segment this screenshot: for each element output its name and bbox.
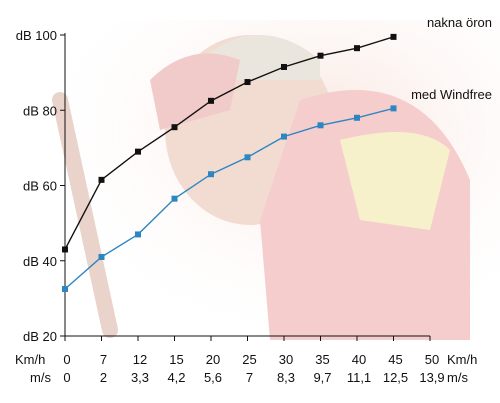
y-tick-label: dB 40 [23, 254, 57, 269]
x-tick-label-ms: 12,5 [383, 370, 408, 385]
data-point [135, 148, 141, 155]
y-tick-label: dB 100 [16, 28, 57, 43]
legend-label-nakna-oron: nakna öron [427, 15, 492, 30]
data-point [208, 171, 214, 178]
data-point [390, 33, 397, 40]
x-unit-label-ms-left: m/s [30, 370, 51, 385]
x-tick-label-ms: 7 [246, 370, 253, 385]
series-line-1 [64, 107, 394, 290]
x-tick-label-ms: 13,9 [419, 370, 444, 385]
x-tick-label-kmh: 45 [388, 352, 402, 367]
x-tick-label-ms: 4,2 [167, 370, 185, 385]
data-point [281, 63, 287, 70]
data-point [317, 52, 324, 59]
y-tick-label: dB 80 [23, 103, 57, 118]
data-point [244, 79, 251, 86]
data-point [98, 253, 105, 260]
x-tick-label-ms: 3,3 [131, 370, 149, 385]
x-unit-label-kmh-right: Km/h [447, 352, 477, 367]
y-tick-label: dB 60 [23, 179, 57, 194]
data-point [208, 97, 214, 104]
data-point [98, 176, 105, 183]
y-tick-label: dB 20 [23, 329, 57, 344]
x-tick-label-ms: 8,3 [277, 370, 295, 385]
data-point [171, 124, 178, 131]
x-tick-label-ms: 5,6 [204, 370, 222, 385]
series-line-0 [64, 36, 394, 250]
x-tick-label-kmh: 12 [133, 352, 147, 367]
data-point [244, 154, 251, 161]
x-tick-label-kmh: 30 [279, 352, 293, 367]
x-tick-label-kmh: 40 [352, 352, 366, 367]
x-tick-label-ms: 0 [63, 370, 70, 385]
data-point [354, 45, 360, 52]
x-tick-label-kmh: 50 [425, 352, 439, 367]
data-point [171, 195, 178, 202]
x-tick-label-kmh: 20 [206, 352, 220, 367]
legend-label-med-windfree: med Windfree [411, 87, 492, 102]
data-point [390, 105, 397, 112]
x-tick-label-kmh: 25 [242, 352, 256, 367]
x-tick-label-kmh: 15 [169, 352, 183, 367]
data-point [62, 285, 68, 292]
x-tick-label-ms: 11,1 [347, 370, 371, 385]
data-point [281, 133, 287, 140]
x-tick-label-kmh: 7 [100, 352, 107, 367]
data-point [354, 114, 360, 121]
x-unit-label-kmh-left: Km/h [15, 352, 45, 367]
x-tick-label-kmh: 35 [315, 352, 329, 367]
x-tick-label-kmh: 0 [63, 352, 70, 367]
x-tick-label-ms: 2 [100, 370, 107, 385]
background-photo [52, 20, 500, 340]
data-point [317, 122, 324, 129]
x-tick-label-ms: 9,7 [313, 370, 331, 385]
data-point [62, 246, 68, 253]
x-unit-label-ms-right: m/s [447, 370, 468, 385]
data-point [135, 231, 141, 238]
